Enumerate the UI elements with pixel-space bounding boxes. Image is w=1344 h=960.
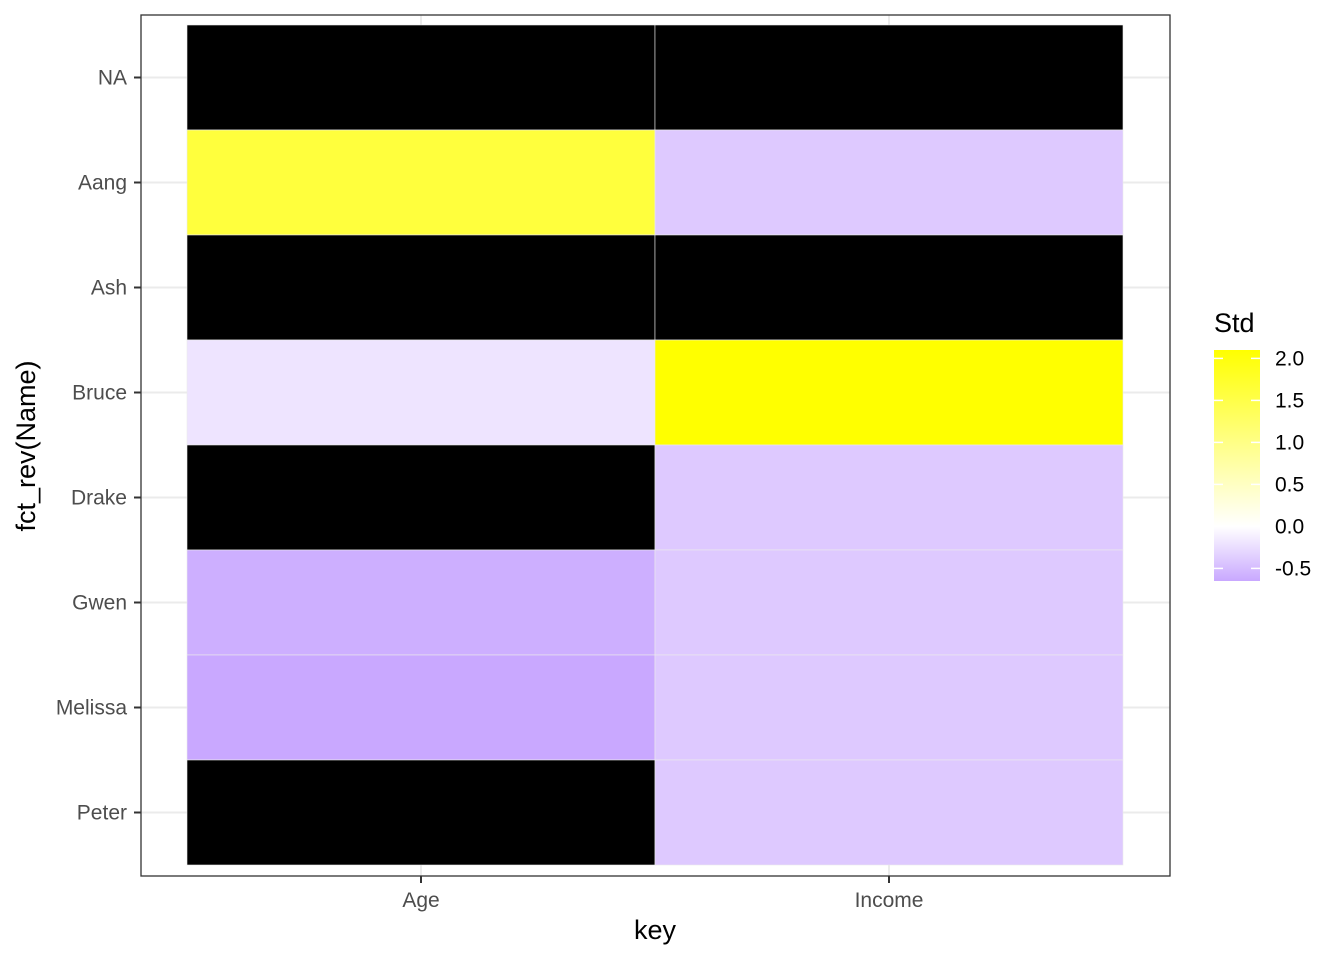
heatmap-cell (186, 24, 656, 131)
heatmap-cell (186, 759, 656, 866)
legend: Std 2.0 1.5 1.0 0.5 0.0 -0.5 (1214, 308, 1311, 581)
heatmap-cell (186, 129, 656, 236)
y-tick-label: Bruce (72, 382, 127, 405)
heatmap-cell (186, 549, 656, 656)
y-axis-title: fct_rev(Name) (11, 360, 41, 531)
heatmap-cell (654, 234, 1124, 341)
legend-colorbar (1214, 350, 1260, 581)
heatmap-cell (186, 339, 656, 446)
heatmap-cell (654, 129, 1124, 236)
heatmap-cell (654, 444, 1124, 551)
y-tick-label: Drake (71, 487, 127, 510)
x-tick-label: Age (402, 889, 439, 912)
x-tick-label: Income (855, 889, 924, 912)
y-tick-label: Melissa (56, 697, 128, 720)
heatmap-cell (186, 654, 656, 761)
legend-tick-label: 0.5 (1275, 473, 1304, 496)
heatmap-cell (654, 549, 1124, 656)
heatmap-cell (654, 24, 1124, 131)
x-axis-title: key (634, 915, 677, 945)
y-tick-label: Gwen (72, 592, 127, 615)
heatmap-cell (654, 654, 1124, 761)
y-tick-label: Ash (91, 277, 127, 300)
legend-tick-label: 2.0 (1275, 347, 1304, 370)
legend-tick-label: 1.5 (1275, 389, 1304, 412)
y-axis: NA Aang Ash Bruce Drake Gwen Melissa Peter (56, 67, 141, 825)
y-tick-label: NA (98, 67, 127, 90)
heatmap-cell (186, 234, 656, 341)
heatmap-cell (654, 339, 1124, 446)
heatmap-cells (186, 24, 1124, 866)
legend-tick-label: 0.0 (1275, 515, 1304, 538)
y-tick-label: Peter (77, 802, 127, 825)
legend-tick-label: -0.5 (1275, 557, 1311, 580)
heatmap-cell (186, 444, 656, 551)
legend-title: Std (1214, 308, 1255, 338)
legend-ticks: 2.0 1.5 1.0 0.5 0.0 -0.5 (1214, 347, 1311, 580)
plot-panel-border (140, 14, 1171, 877)
heatmap-cell (654, 759, 1124, 866)
y-tick-label: Aang (78, 172, 127, 195)
x-axis: Age Income (402, 876, 923, 912)
legend-tick-label: 1.0 (1275, 431, 1304, 454)
